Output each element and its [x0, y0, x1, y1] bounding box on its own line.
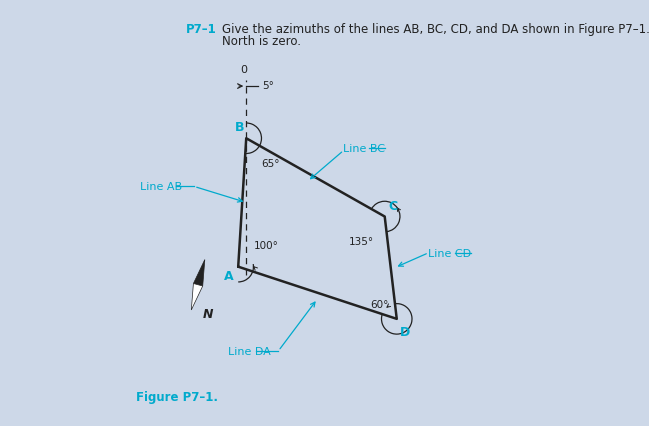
Text: North is zero.: North is zero.: [222, 35, 301, 48]
Text: Line CD: Line CD: [428, 248, 471, 258]
Text: Line DA: Line DA: [228, 346, 271, 356]
Text: 0: 0: [241, 65, 248, 75]
Text: N: N: [203, 307, 214, 320]
Text: D: D: [400, 325, 410, 338]
Text: Figure P7–1.: Figure P7–1.: [136, 390, 218, 403]
Text: 100°: 100°: [254, 240, 279, 250]
Text: C: C: [388, 200, 397, 213]
Text: 65°: 65°: [262, 159, 280, 169]
Text: 60°: 60°: [371, 299, 389, 309]
Text: A: A: [224, 269, 234, 282]
Text: Line BC: Line BC: [343, 144, 385, 154]
Text: 5°: 5°: [262, 81, 274, 91]
Text: 135°: 135°: [349, 236, 374, 246]
Polygon shape: [191, 284, 202, 310]
Text: Line AB: Line AB: [140, 182, 182, 192]
Text: B: B: [235, 121, 244, 134]
Text: P7–1: P7–1: [186, 23, 217, 36]
Text: Give the azimuths of the lines AB, BC, CD, and DA shown in Figure P7–1.: Give the azimuths of the lines AB, BC, C…: [222, 23, 649, 36]
Polygon shape: [193, 260, 205, 286]
